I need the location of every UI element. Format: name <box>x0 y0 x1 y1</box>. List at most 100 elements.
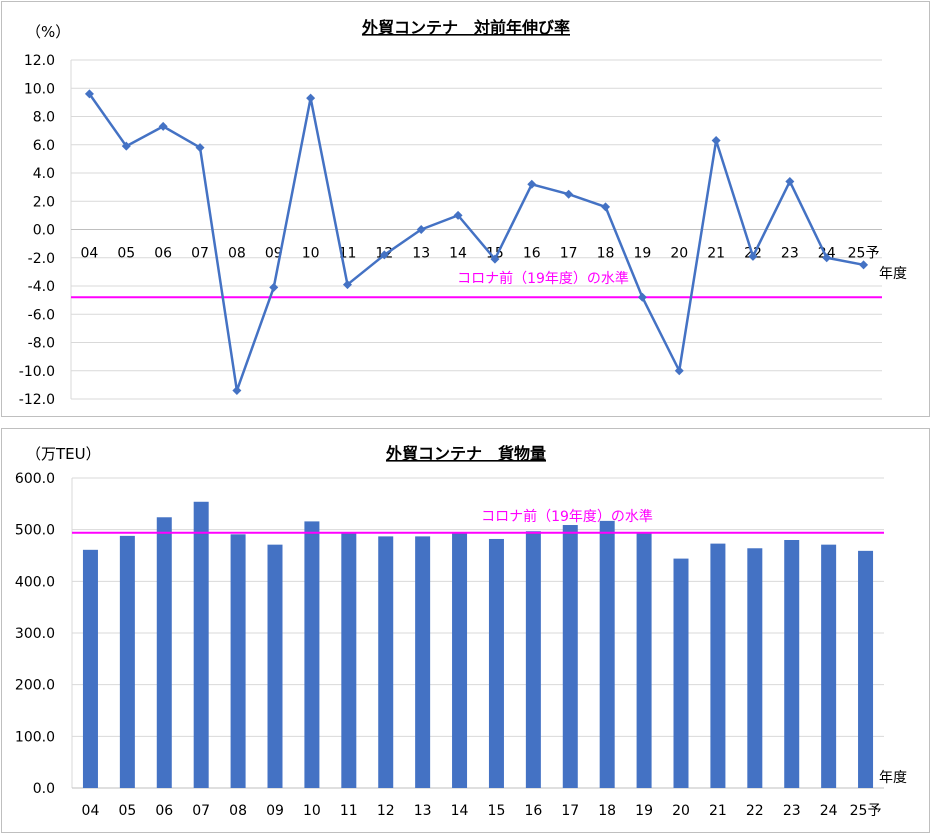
y-tick-label: 0.0 <box>33 781 55 797</box>
x-tick-label: 16 <box>524 803 542 819</box>
x-tick-label: 10 <box>303 803 321 819</box>
y-tick-label: 100.0 <box>15 729 55 745</box>
data-point <box>379 250 389 260</box>
bar <box>267 544 283 788</box>
bar <box>636 533 652 788</box>
data-point <box>785 176 795 186</box>
gridlines <box>70 59 882 400</box>
x-tick-label: 21 <box>707 246 725 262</box>
x-tick-label: 23 <box>783 803 801 819</box>
x-tick-label: 09 <box>265 246 283 262</box>
x-tick-label: 08 <box>229 803 247 819</box>
y-tick-label: 200.0 <box>15 678 55 694</box>
bar <box>562 525 578 788</box>
x-tick-label: 10 <box>302 246 320 262</box>
y-tick-labels: 12.0 10.0 8.0 6.0 4.0 2.0 0.0 -2.0 -4.0 -6.0 -8.0 -… <box>19 53 55 408</box>
bar <box>193 501 209 788</box>
bar <box>230 534 246 788</box>
x-tick-label: 23 <box>781 246 799 262</box>
bar <box>747 548 763 788</box>
data-point <box>490 254 500 264</box>
y-tick-label: -8.0 <box>28 336 55 352</box>
x-tick-label: 06 <box>154 246 172 262</box>
series-line <box>88 93 864 392</box>
x-tick-label: 07 <box>192 803 210 819</box>
y-axis-unit-label: （万TEU） <box>26 445 101 463</box>
y-tick-label: -2.0 <box>28 251 55 267</box>
data-point <box>637 292 647 302</box>
data-point <box>195 143 205 153</box>
y-tick-label: -4.0 <box>28 279 55 295</box>
x-tick-label: 20 <box>672 803 690 819</box>
data-point <box>601 202 611 212</box>
x-tick-label: 22 <box>746 803 764 819</box>
x-tick-label: 13 <box>414 803 432 819</box>
x-axis-label: 年度 <box>879 770 907 786</box>
y-tick-label: 2.0 <box>33 194 55 210</box>
x-tick-label: 16 <box>523 246 541 262</box>
data-point <box>674 366 684 376</box>
y-axis-unit-label: （%） <box>26 23 70 41</box>
bar <box>452 533 468 788</box>
data-point <box>711 136 721 146</box>
x-tick-label: 19 <box>633 246 651 262</box>
data-point <box>121 141 131 151</box>
data-point <box>416 225 426 234</box>
volume-chart: 外貿コンテナ 貨物量 （万TEU） 年度 600.0 500.0 400.0 300.… <box>15 444 907 819</box>
data-point <box>158 121 168 131</box>
x-tick-label: 24 <box>820 803 838 819</box>
x-tick-label: 18 <box>597 246 615 262</box>
reference-line-label: コロナ前（19年度）の水準 <box>481 508 653 525</box>
y-tick-label: 4.0 <box>33 166 55 182</box>
bar <box>304 521 320 788</box>
x-tick-label: 08 <box>228 246 246 262</box>
x-tick-label: 18 <box>598 803 616 819</box>
y-tick-label: 12.0 <box>24 53 55 69</box>
bar <box>415 536 431 788</box>
y-tick-label: 10.0 <box>24 81 55 97</box>
bar <box>525 531 541 788</box>
x-tick-label: 06 <box>155 803 173 819</box>
x-tick-label: 25予 <box>848 246 880 262</box>
y-tick-labels: 600.0 500.0 400.0 300.0 200.0 100.0 0.0 <box>15 471 55 797</box>
x-tick-label: 13 <box>412 246 430 262</box>
reference-line-group: コロナ前（19年度）の水準 <box>71 270 882 299</box>
x-tick-label: 20 <box>670 246 688 262</box>
y-tick-label: -6.0 <box>28 307 55 323</box>
y-tick-label: -10.0 <box>19 364 55 380</box>
bar <box>378 536 394 788</box>
x-tick-labels: 0405060708091011121314151617181920212223… <box>81 246 880 262</box>
x-axis-label: 年度 <box>879 266 907 282</box>
y-tick-label: 6.0 <box>33 138 55 154</box>
y-tick-label: 500.0 <box>15 523 55 539</box>
y-tick-label: 600.0 <box>15 471 55 487</box>
x-tick-label: 04 <box>82 803 100 819</box>
x-tick-label: 05 <box>118 803 136 819</box>
growth-rate-chart: 外貿コンテナ 対前年伸び率 （%） 年度 12.0 10.0 8.0 6.0 4.0 2.… <box>19 18 907 408</box>
growth-rate-chart-panel: 外貿コンテナ 対前年伸び率 （%） 年度 12.0 10.0 8.0 6.0 4.0 2.… <box>1 1 930 417</box>
bar <box>119 535 135 788</box>
bar <box>599 520 615 788</box>
bar <box>156 517 172 788</box>
x-tick-label: 05 <box>117 246 135 262</box>
bar <box>673 558 689 788</box>
line-series <box>84 89 869 396</box>
bar <box>488 538 504 788</box>
x-tick-label: 04 <box>81 246 99 262</box>
x-tick-label: 17 <box>561 803 579 819</box>
bar <box>821 544 837 788</box>
bar <box>341 532 357 788</box>
x-tick-label: 09 <box>266 803 284 819</box>
y-tick-label: 0.0 <box>33 223 55 239</box>
y-tick-label: -12.0 <box>19 392 55 408</box>
data-point <box>342 280 352 290</box>
chart-title: 外貿コンテナ 対前年伸び率 <box>361 18 570 37</box>
data-point <box>859 260 869 270</box>
data-point <box>748 251 758 261</box>
data-point <box>306 93 316 103</box>
reference-line-label: コロナ前（19年度）の水準 <box>457 270 629 287</box>
x-tick-label: 12 <box>377 803 395 819</box>
bar <box>82 549 98 788</box>
x-tick-label: 17 <box>560 246 578 262</box>
bar-series <box>82 501 874 788</box>
